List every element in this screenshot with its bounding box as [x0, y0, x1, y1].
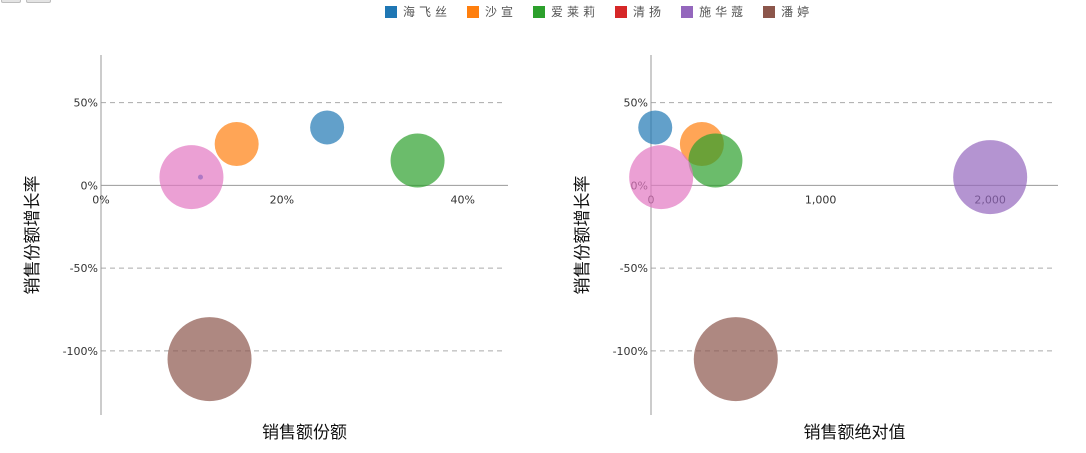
legend-swatch	[467, 6, 480, 18]
legend-swatch	[763, 6, 776, 18]
top-left-button-2[interactable]	[26, 0, 51, 3]
bubble	[693, 317, 778, 402]
legend-label: 沙宣	[485, 5, 518, 19]
top-left-button-1[interactable]	[1, 0, 21, 3]
legend-label: 施华蔻	[699, 5, 748, 19]
x-axis-title: 销售额份额	[262, 423, 347, 443]
y-tick-label: 0%	[81, 179, 98, 192]
legend-label: 潘婷	[781, 5, 814, 19]
y-tick-label: -100%	[63, 345, 98, 358]
x-tick-label: 40%	[451, 193, 475, 206]
y-tick-label: -50%	[70, 262, 98, 275]
legend-swatch	[681, 6, 694, 18]
x-tick-label: 20%	[270, 193, 294, 206]
x-axis-title: 销售额绝对值	[804, 423, 906, 443]
bubble	[953, 140, 1028, 215]
y-tick-label: -50%	[620, 262, 648, 275]
bubble	[310, 110, 345, 145]
legend-item-5[interactable]: 施华蔻	[681, 5, 747, 19]
y-tick-label: 50%	[624, 97, 648, 110]
legend-swatch	[533, 6, 546, 18]
legend-swatch	[615, 6, 628, 18]
bubble	[159, 145, 224, 210]
x-tick-label: 1,000	[805, 193, 837, 206]
bubble	[629, 145, 694, 210]
bubble	[638, 110, 673, 145]
legend-label: 清扬	[633, 5, 666, 19]
legend-label: 爱莱莉	[551, 5, 600, 19]
left-chart: 50% 0% -50% -100% 0% 20% 40% 销售额份额 销售份额增长率	[23, 55, 508, 443]
legend-item-1[interactable]: 海飞丝	[385, 5, 451, 19]
legend-item-3[interactable]: 爱莱莉	[533, 5, 599, 19]
y-tick-label: -100%	[613, 345, 648, 358]
bubble	[167, 317, 252, 402]
y-axis-title: 销售份额增长率	[573, 176, 593, 295]
bubble	[390, 133, 445, 188]
y-tick-label: 50%	[74, 97, 98, 110]
y-axis-title: 销售份额增长率	[23, 176, 43, 295]
legend: 海飞丝 沙宣 爱莱莉 清扬 施华蔻 潘婷	[385, 5, 829, 19]
legend-label: 海飞丝	[403, 5, 452, 19]
bubble	[214, 122, 259, 166]
bubble	[197, 174, 203, 180]
x-tick-label: 0%	[92, 193, 109, 206]
bubble	[688, 133, 743, 188]
legend-item-2[interactable]: 沙宣	[467, 5, 517, 19]
legend-item-6[interactable]: 潘婷	[763, 5, 813, 19]
legend-item-4[interactable]: 清扬	[615, 5, 665, 19]
legend-swatch	[385, 6, 397, 18]
